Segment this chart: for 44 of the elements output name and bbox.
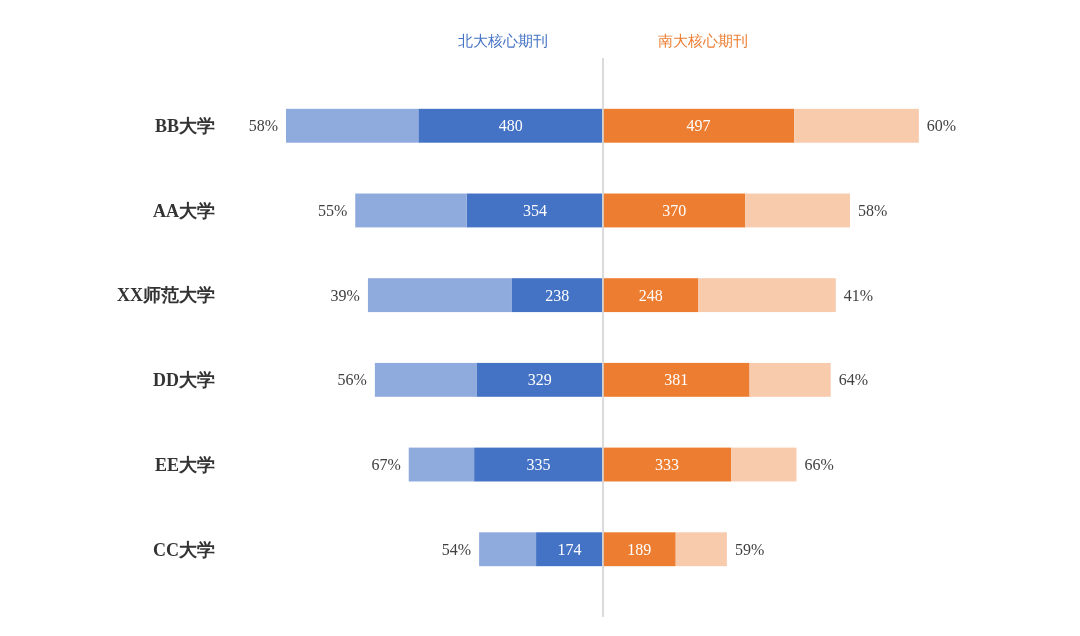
annotation: 41% [843,286,874,304]
text: 北大核心期刊 [457,33,548,49]
data-label: 480 [498,117,523,135]
bar [698,278,836,313]
annotation: 56% [337,371,367,389]
annotation: 67% [371,456,401,474]
text: 南大核心期刊 [658,33,749,49]
data-label: 238 [545,286,570,304]
annotation: 58% [248,117,278,135]
bar [479,532,537,567]
bar [355,193,467,228]
data-label: 381 [664,371,689,389]
data-label: 354 [522,202,547,220]
bar [286,108,419,143]
bar [408,447,475,482]
bar [794,108,919,143]
data-label: 497 [686,117,711,135]
annotation: 64% [838,371,869,389]
data-label: 333 [655,456,680,474]
y-tick-label: EE大学 [154,454,215,475]
data-label: 329 [527,371,552,389]
bar [745,193,850,228]
data-label: 189 [627,540,652,558]
data-label: 370 [662,202,687,220]
bar [367,278,512,313]
bar [675,532,727,567]
annotation: 39% [330,286,360,304]
y-tick-label: DD大学 [153,370,215,391]
annotation: 54% [441,540,472,558]
annotation: 58% [857,202,888,220]
data-label: 335 [526,456,551,474]
y-tick-label: CC大学 [153,539,215,560]
annotation: 55% [317,202,348,220]
y-tick-label: XX师范大学 [117,285,215,306]
annotation: 59% [734,540,765,558]
bar [731,447,797,482]
y-tick-label: AA大学 [153,200,215,221]
data-label: 248 [638,286,663,304]
y-tick-label: BB大学 [154,116,215,137]
bar [374,362,477,397]
annotation: 60% [926,117,957,135]
bar [749,362,831,397]
data-label: 174 [557,540,582,558]
annotation: 66% [804,456,834,474]
